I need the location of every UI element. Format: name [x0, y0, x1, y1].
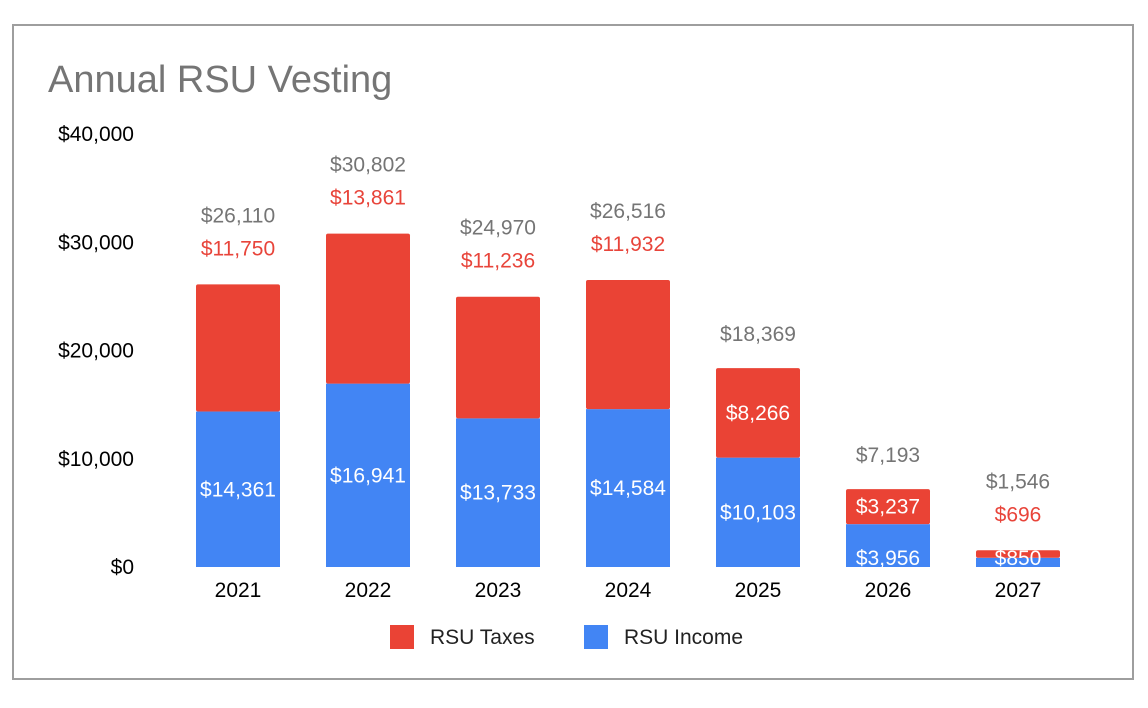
x-tick-label: 2027	[995, 579, 1042, 602]
x-tick-label: 2023	[475, 579, 522, 602]
data-label-rsu-income: $16,941	[330, 464, 406, 487]
bar-rsu-taxes	[716, 368, 800, 458]
data-label-total: $18,369	[720, 323, 796, 346]
chart-svg: Annual RSU Vesting $0 $10,000 $20,000 $30,0…	[48, 59, 1060, 649]
chart-title: Annual RSU Vesting	[48, 59, 392, 101]
data-label-rsu-taxes: $8,266	[726, 402, 790, 425]
x-tick-label: 2021	[215, 579, 262, 602]
data-label-total: $26,110	[201, 204, 275, 227]
data-label-rsu-income: $850	[995, 547, 1042, 570]
data-label-rsu-income: $14,361	[200, 478, 276, 501]
legend-label: RSU Taxes	[430, 626, 535, 649]
y-axis: $0 $10,000 $20,000 $30,000 $40,000	[58, 123, 134, 579]
legend-label: RSU Income	[624, 626, 743, 649]
legend: RSU Taxes RSU Income	[390, 625, 743, 649]
data-label-total: $7,193	[856, 444, 920, 467]
data-label-rsu-taxes: $11,236	[461, 250, 535, 273]
data-label-rsu-taxes: $696	[995, 503, 1042, 526]
data-label-total: $30,802	[330, 154, 406, 177]
bar-rsu-income	[196, 411, 280, 567]
data-label-total: $1,546	[986, 470, 1050, 493]
y-tick-label: $30,000	[58, 231, 134, 254]
data-label-rsu-income: $10,103	[720, 501, 796, 524]
y-tick-label: $20,000	[58, 340, 134, 363]
bars: $14,361 $11,750 $26,110 $16,941 $13,861 $30,8…	[196, 154, 1060, 570]
bar-rsu-income	[976, 557, 1060, 567]
data-label-total: $26,516	[590, 200, 666, 223]
data-label-rsu-taxes: $11,750	[201, 237, 275, 260]
x-tick-label: 2026	[865, 579, 912, 602]
bar-rsu-income	[846, 524, 930, 567]
bar-rsu-taxes	[586, 279, 670, 410]
bar-rsu-income	[716, 457, 800, 567]
legend-swatch	[584, 625, 608, 649]
x-tick-label: 2025	[735, 579, 782, 602]
bar-rsu-income	[456, 418, 540, 567]
data-label-total: $24,970	[460, 217, 536, 240]
bar-rsu-taxes	[196, 284, 280, 412]
legend-swatch	[390, 625, 414, 649]
data-label-rsu-income: $3,956	[856, 547, 920, 570]
bar-rsu-taxes	[976, 550, 1060, 558]
x-tick-label: 2024	[605, 579, 652, 602]
data-label-rsu-income: $13,733	[460, 482, 536, 505]
chart-frame: Annual RSU Vesting $0 $10,000 $20,000 $30,0…	[12, 24, 1134, 680]
data-label-rsu-taxes: $3,237	[856, 496, 920, 519]
y-tick-label: $0	[111, 556, 134, 579]
data-label-rsu-income: $14,584	[590, 477, 666, 500]
data-label-rsu-taxes: $13,861	[330, 187, 406, 210]
bar-rsu-income	[326, 383, 410, 567]
data-label-rsu-taxes: $11,932	[591, 233, 665, 256]
y-tick-label: $40,000	[58, 123, 134, 146]
y-tick-label: $10,000	[58, 448, 134, 471]
x-tick-label: 2022	[345, 579, 392, 602]
bar-rsu-taxes	[326, 233, 410, 384]
bar-rsu-income	[586, 409, 670, 567]
bar-rsu-taxes	[456, 296, 540, 419]
x-axis: 2021 2022 2023 2024 2025 2026 2027	[215, 579, 1042, 602]
bar-rsu-taxes	[846, 489, 930, 525]
